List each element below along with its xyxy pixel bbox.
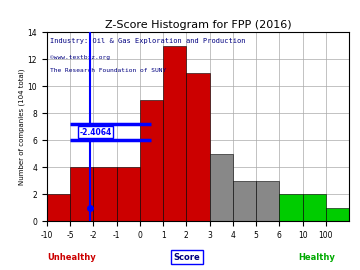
Bar	[210, 154, 233, 221]
Text: Healthy: Healthy	[298, 253, 335, 262]
Bar	[70, 167, 93, 221]
Title: Z-Score Histogram for FPP (2016): Z-Score Histogram for FPP (2016)	[105, 20, 291, 30]
Bar	[186, 73, 210, 221]
Bar	[93, 167, 117, 221]
Text: Unhealthy: Unhealthy	[48, 253, 96, 262]
Text: -2.4064: -2.4064	[80, 128, 112, 137]
Bar	[163, 46, 186, 221]
Y-axis label: Number of companies (104 total): Number of companies (104 total)	[18, 69, 25, 185]
Bar	[140, 100, 163, 221]
Bar	[303, 194, 326, 221]
Bar	[233, 181, 256, 221]
Bar	[279, 194, 303, 221]
Text: Industry: Oil & Gas Exploration and Production: Industry: Oil & Gas Exploration and Prod…	[50, 38, 245, 44]
Bar	[47, 194, 70, 221]
Text: The Research Foundation of SUNY: The Research Foundation of SUNY	[50, 68, 166, 73]
Bar	[326, 208, 349, 221]
Bar	[256, 181, 279, 221]
Text: Score: Score	[174, 253, 201, 262]
Bar	[349, 194, 360, 221]
Bar	[117, 167, 140, 221]
Text: ©www.textbiz.org: ©www.textbiz.org	[50, 55, 110, 60]
